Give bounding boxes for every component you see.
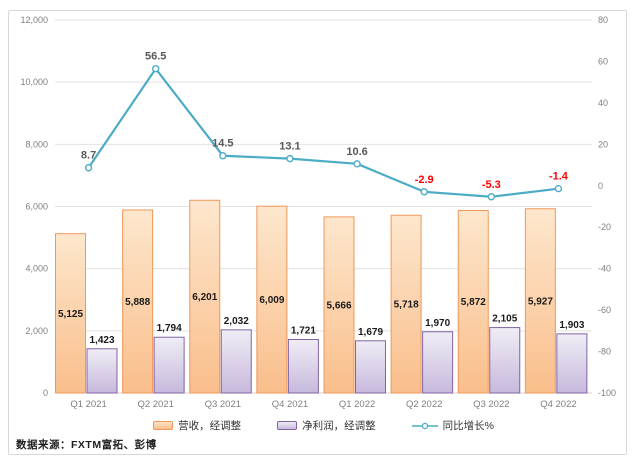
x-axis-category-label: Q2 2022 — [406, 399, 442, 410]
revenue-value-label: 6,009 — [259, 295, 284, 306]
growth-line-marker — [151, 64, 160, 73]
growth-value-label: -5.3 — [482, 179, 501, 191]
left-axis-tick-label: 12,000 — [20, 15, 48, 25]
x-axis-category-label: Q2 2021 — [137, 399, 173, 410]
revenue-bar — [524, 208, 556, 394]
x-axis-category-label: Q1 2021 — [70, 399, 106, 410]
revenue-value-label: 5,125 — [58, 309, 83, 320]
net-profit-value-label: 2,032 — [224, 316, 249, 327]
net-profit-bar — [220, 329, 252, 394]
x-axis-category-label: Q1 2022 — [339, 399, 375, 410]
left-axis-tick-label: 10,000 — [20, 77, 48, 87]
legend-item-net-profit: 净利润，经调整 — [277, 418, 376, 433]
right-axis-tick-label: 80 — [598, 15, 608, 25]
revenue-bar — [256, 205, 288, 394]
growth-value-label: -2.9 — [415, 174, 434, 186]
right-axis-tick-label: -60 — [598, 305, 611, 315]
revenue-bar — [390, 214, 422, 394]
net-profit-bar — [86, 348, 118, 394]
legend-item-revenue: 营收，经调整 — [153, 418, 241, 433]
revenue-bar — [323, 216, 355, 394]
net-profit-bar — [489, 327, 521, 394]
growth-value-label: 8.7 — [81, 150, 96, 162]
growth-line-swatch-icon — [411, 422, 438, 429]
legend-label-growth: 同比增长% — [442, 420, 494, 432]
net-profit-value-label: 1,794 — [157, 323, 182, 334]
growth-line-marker — [554, 184, 563, 193]
left-axis-tick-label: 0 — [43, 388, 48, 398]
right-axis-tick-label: -20 — [598, 222, 611, 232]
x-axis-category-label: Q3 2022 — [473, 399, 509, 410]
revenue-value-label: 5,666 — [326, 300, 351, 311]
revenue-value-label: 5,888 — [125, 297, 150, 308]
growth-value-label: 13.1 — [279, 141, 300, 153]
growth-line — [87, 67, 559, 198]
net-profit-swatch-icon — [277, 421, 298, 430]
growth-line-marker — [219, 152, 227, 160]
revenue-value-label: 5,872 — [461, 297, 486, 308]
growth-line-marker — [420, 188, 428, 196]
net-profit-value-label: 1,423 — [89, 335, 114, 346]
chart-legend: 营收，经调整 净利润，经调整 同比增长% — [55, 418, 592, 433]
revenue-bar — [122, 209, 154, 394]
right-axis-tick-label: -80 — [598, 347, 611, 357]
left-axis-tick-label: 8,000 — [25, 139, 48, 149]
growth-line-marker — [286, 154, 294, 163]
right-axis-tick-label: 40 — [598, 98, 608, 108]
legend-label-net-profit: 净利润，经调整 — [302, 420, 376, 432]
net-profit-bar — [556, 333, 588, 394]
revenue-swatch-icon — [153, 421, 174, 430]
x-axis-category-label: Q4 2022 — [540, 399, 576, 410]
revenue-bar — [457, 209, 489, 394]
net-profit-value-label: 1,721 — [291, 326, 316, 337]
right-axis-tick-label: 20 — [598, 139, 608, 149]
growth-value-label: 10.6 — [346, 146, 367, 158]
net-profit-bar — [287, 339, 319, 394]
net-profit-bar — [355, 340, 386, 394]
net-profit-bar — [153, 336, 185, 394]
left-axis-tick-label: 6,000 — [25, 202, 48, 212]
revenue-value-label: 6,201 — [192, 292, 217, 303]
right-axis-tick-label: 0 — [598, 181, 603, 191]
net-profit-value-label: 1,970 — [425, 318, 450, 329]
revenue-bar — [189, 199, 221, 394]
growth-value-label: -1.4 — [549, 171, 569, 183]
source-note: 数据来源：FXTM富拓、彭博 — [16, 439, 157, 451]
net-profit-value-label: 1,679 — [358, 327, 383, 338]
growth-value-label: 14.5 — [212, 138, 233, 150]
legend-label-revenue: 营收，经调整 — [178, 420, 242, 432]
net-profit-value-label: 2,105 — [492, 314, 517, 325]
x-axis-category-label: Q3 2021 — [205, 399, 241, 410]
left-axis-tick-label: 2,000 — [25, 326, 48, 336]
growth-value-label: 56.5 — [145, 51, 166, 63]
revenue-value-label: 5,927 — [528, 296, 553, 307]
legend-item-growth: 同比增长% — [411, 418, 494, 433]
right-axis-tick-label: 60 — [598, 56, 608, 66]
growth-line-marker — [84, 164, 93, 172]
right-axis-tick-label: -40 — [598, 264, 611, 274]
revenue-bar — [55, 233, 86, 394]
revenue-value-label: 5,718 — [394, 300, 419, 311]
right-axis-tick-label: -100 — [598, 388, 616, 398]
net-profit-bar — [422, 331, 454, 394]
x-axis-category-label: Q4 2021 — [272, 399, 308, 410]
net-profit-value-label: 1,903 — [559, 320, 584, 331]
growth-line-marker — [353, 160, 361, 168]
growth-line-marker — [487, 193, 496, 201]
left-axis-tick-label: 4,000 — [25, 264, 48, 274]
